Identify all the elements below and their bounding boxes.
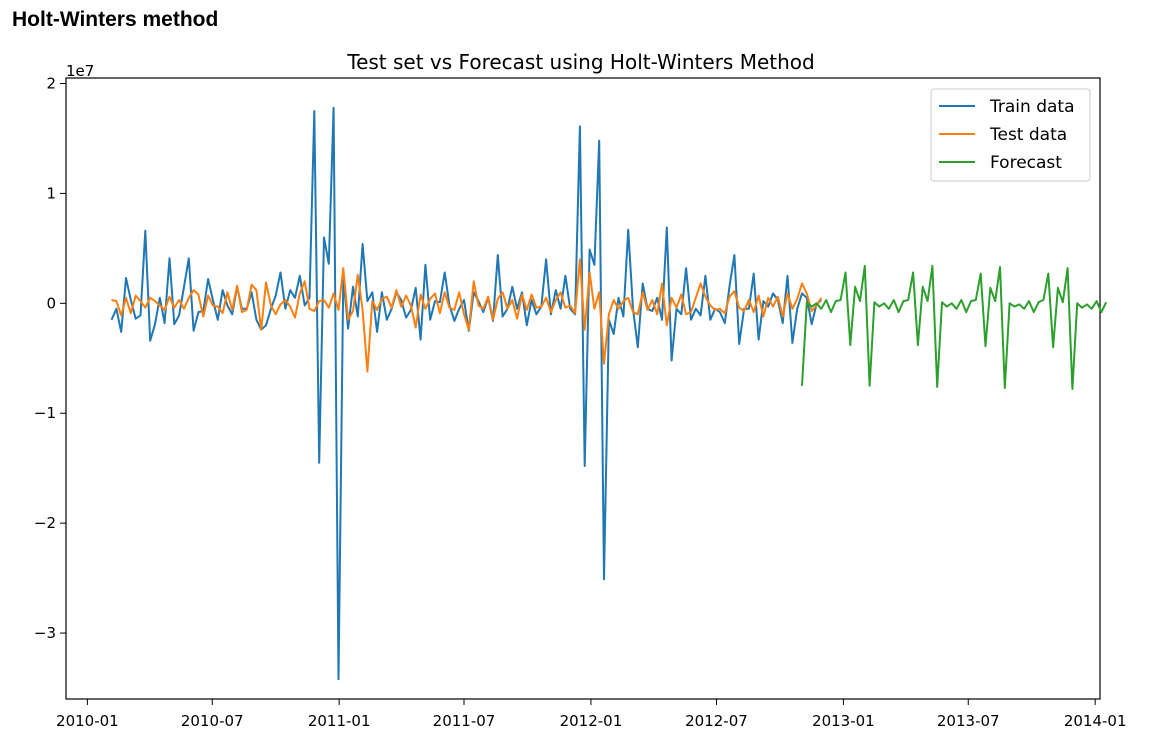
legend-label: Test data [989, 125, 1067, 145]
x-tick-label: 2010-07 [181, 712, 244, 730]
page-heading: Holt-Winters method [12, 8, 219, 31]
x-tick-label: 2014-01 [1064, 712, 1127, 730]
legend-box [930, 88, 1091, 182]
legend-label: Train data [989, 97, 1075, 117]
y-tick-label: −3 [34, 624, 56, 642]
series-line-forecast [801, 264, 1108, 390]
axes: 2010-01 2010-07 2011-01 2011-07 2012-01 2012-… [34, 74, 1127, 730]
x-tick-label: 2010-01 [56, 712, 119, 730]
legend-label: Forecast [990, 153, 1062, 173]
series-line-test-data [111, 258, 823, 373]
y-tick-label: 1 [46, 184, 56, 202]
x-tick-label: 2012-07 [685, 712, 748, 730]
x-tick-label: 2012-01 [560, 712, 623, 730]
y-tick-label: −2 [34, 514, 56, 532]
x-tick-label: 2011-01 [308, 712, 371, 730]
series-lines [110, 106, 1108, 681]
x-tick-label: 2013-07 [937, 712, 1000, 730]
y-scale-label: 1e7 [66, 62, 94, 80]
legend: Train data Test data Forecast [930, 88, 1091, 182]
y-tick-label: 0 [46, 294, 56, 312]
y-tick-label: 2 [46, 74, 56, 92]
chart-title: Test set vs Forecast using Holt-Winters … [346, 50, 814, 74]
y-tick-label: −1 [34, 404, 56, 422]
series-line-train-data [110, 106, 822, 681]
x-tick-label: 2013-01 [812, 712, 875, 730]
x-tick-label: 2011-07 [433, 712, 496, 730]
plot-frame [65, 77, 1101, 700]
